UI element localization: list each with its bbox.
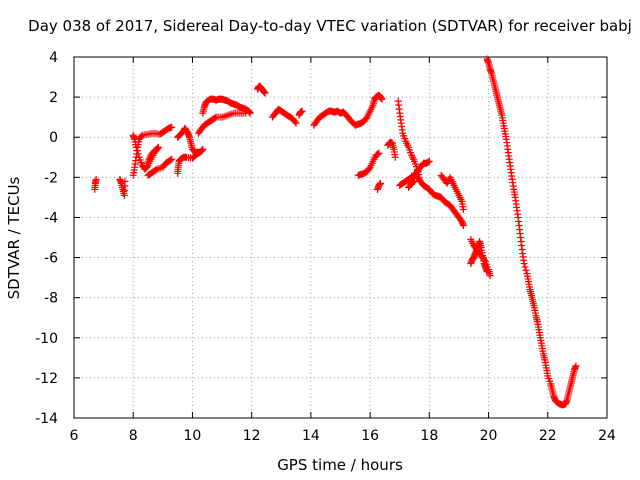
data-point [486,272,494,280]
data-point [520,260,528,268]
data-point [522,266,530,274]
data-point [121,177,129,185]
y-tick-label: -14 [35,411,58,427]
y-tick-label: -2 [44,170,58,186]
x-tick-label: 24 [598,428,616,444]
data-point [459,205,467,213]
x-tick-label: 20 [480,428,498,444]
x-tick-label: 18 [420,428,438,444]
data-point [424,158,432,166]
y-tick-label: -10 [35,331,58,347]
data-point [378,95,386,103]
x-tick-label: 12 [243,428,261,444]
data-point [411,177,419,185]
y-tick-label: -4 [44,210,58,226]
data-point [459,221,467,229]
data-point [137,133,145,141]
data-point [374,150,382,158]
data-point [483,268,491,276]
y-tick-label: -6 [44,251,58,267]
x-tick-label: 14 [302,428,320,444]
y-tick-label: 2 [49,90,58,106]
data-point [261,89,269,97]
x-tick-label: 16 [361,428,379,444]
data-point [292,119,300,127]
y-axis-label: SDTVAR / TECUs [5,176,23,299]
data-point [425,157,433,165]
data-point [291,118,299,126]
y-tick-label: 4 [49,50,58,66]
data-point [92,175,100,183]
x-tick-label: 22 [539,428,557,444]
y-tick-label: -8 [44,291,58,307]
x-tick-labels: 6 8 10 12 14 16 18 20 22 24 [70,428,616,444]
data-point [132,143,140,151]
data-point [298,107,306,115]
y-tick-label: -12 [35,371,58,387]
data-point [376,179,384,187]
data-point [167,156,175,164]
y-tick-labels: -14 -12 -10 -8 -6 -4 -2 0 2 4 [35,50,58,427]
data-point [168,123,176,131]
data-point [134,150,142,158]
y-tick-label: 0 [49,130,58,146]
data-point [410,178,418,186]
chart-title: Day 038 of 2017, Sidereal Day-to-day VTE… [28,17,632,35]
x-tick-label: 6 [70,428,79,444]
data-point [211,114,219,122]
plot-frame [73,56,608,419]
data-point [153,145,161,153]
data-points [91,55,580,409]
data-point [168,155,176,163]
x-axis-label: GPS time / hours [277,456,403,474]
data-point [375,149,383,157]
data-point [391,153,399,161]
x-tick-label: 10 [184,428,202,444]
data-point [133,147,141,155]
data-point [152,166,160,174]
x-tick-label: 8 [129,428,138,444]
data-point [199,145,207,153]
data-point [152,146,160,154]
data-point [194,148,202,156]
data-point [572,362,580,370]
data-point [521,263,529,271]
data-point [246,109,254,117]
